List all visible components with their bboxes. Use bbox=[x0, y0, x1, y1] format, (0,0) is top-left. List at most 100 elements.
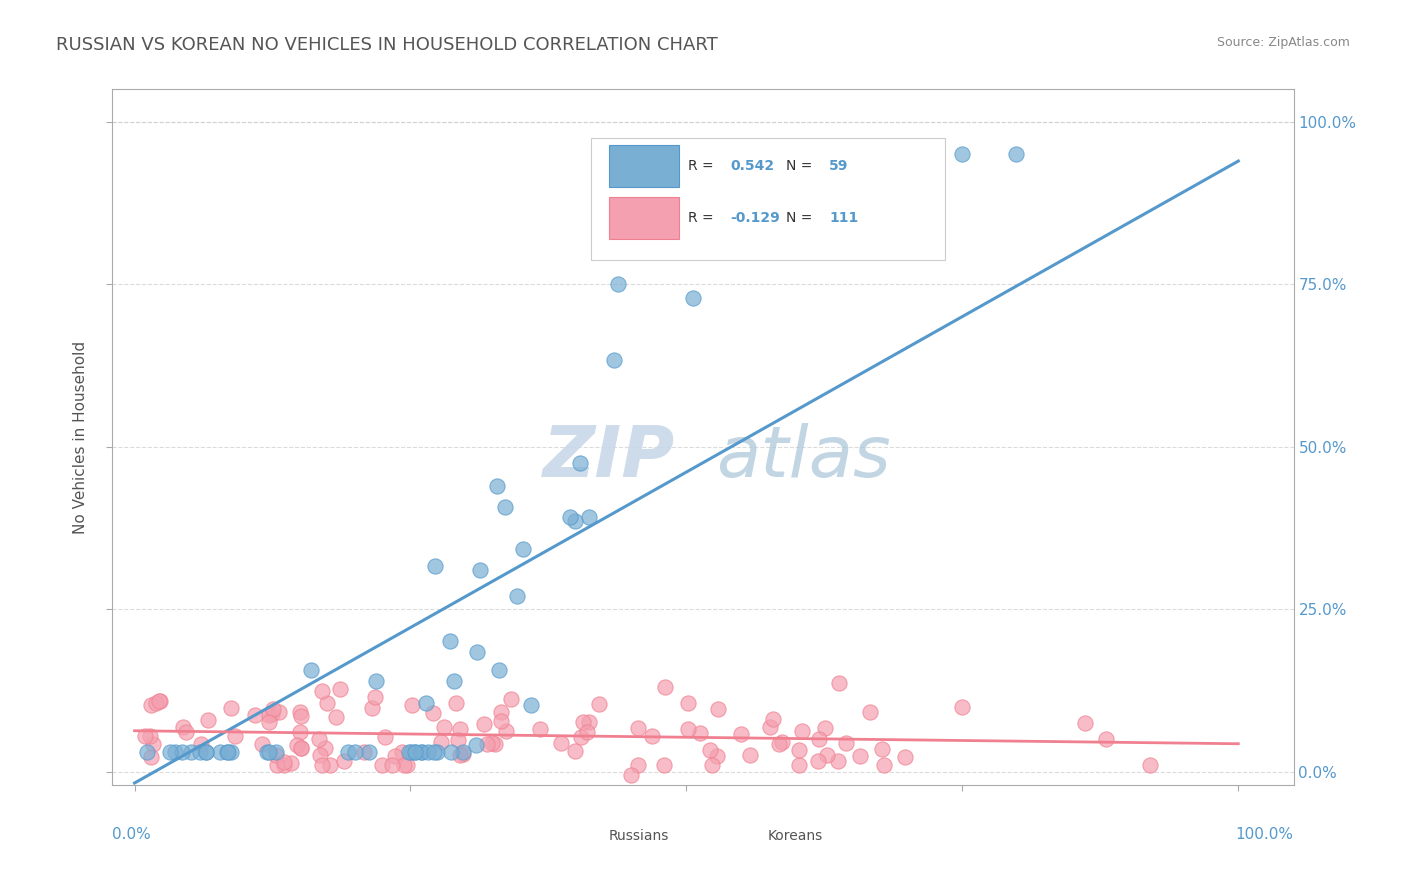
Point bbox=[311, 757, 333, 772]
Point bbox=[142, 737, 165, 751]
Point bbox=[136, 746, 159, 760]
Point bbox=[451, 746, 474, 760]
Point bbox=[299, 663, 322, 677]
Point bbox=[217, 746, 239, 760]
FancyBboxPatch shape bbox=[703, 823, 762, 847]
Text: Source: ZipAtlas.com: Source: ZipAtlas.com bbox=[1216, 36, 1350, 49]
Point bbox=[430, 735, 453, 749]
Point bbox=[758, 720, 780, 734]
Point bbox=[828, 676, 851, 690]
Text: 59: 59 bbox=[830, 159, 849, 173]
Point bbox=[172, 746, 194, 760]
Point bbox=[174, 724, 197, 739]
Text: Koreans: Koreans bbox=[768, 829, 823, 843]
Point bbox=[391, 745, 413, 759]
Point bbox=[308, 732, 330, 747]
Point bbox=[423, 746, 446, 760]
Point bbox=[266, 758, 288, 772]
Point bbox=[578, 715, 600, 730]
Point bbox=[950, 147, 973, 161]
Point bbox=[449, 747, 471, 762]
Point bbox=[290, 741, 312, 756]
Point bbox=[706, 749, 728, 764]
Point bbox=[353, 745, 375, 759]
Point bbox=[411, 746, 433, 760]
Point bbox=[807, 754, 830, 768]
Point bbox=[1095, 732, 1118, 747]
Point bbox=[481, 736, 503, 750]
Text: N =: N = bbox=[786, 159, 817, 173]
Point bbox=[873, 758, 896, 772]
Point bbox=[224, 730, 246, 744]
Point bbox=[245, 708, 267, 723]
Point bbox=[443, 673, 465, 688]
Point bbox=[449, 722, 471, 736]
Point bbox=[264, 746, 287, 760]
Point bbox=[314, 741, 336, 756]
Point bbox=[858, 705, 880, 719]
Point bbox=[148, 694, 170, 708]
Point bbox=[815, 747, 838, 762]
Point bbox=[564, 744, 586, 758]
Point bbox=[519, 698, 541, 712]
Point bbox=[141, 750, 163, 764]
Point bbox=[337, 746, 360, 760]
Point bbox=[361, 700, 384, 714]
Point bbox=[486, 479, 509, 493]
Point bbox=[835, 736, 858, 750]
Point bbox=[465, 738, 488, 752]
Point bbox=[288, 705, 311, 719]
Point bbox=[505, 589, 527, 603]
Point bbox=[418, 746, 440, 760]
Point bbox=[494, 500, 516, 515]
Point bbox=[371, 758, 394, 772]
Point bbox=[257, 708, 280, 723]
Text: N =: N = bbox=[786, 211, 817, 225]
Point bbox=[572, 715, 595, 730]
Point bbox=[359, 746, 381, 760]
Point bbox=[678, 722, 700, 736]
Point bbox=[273, 756, 295, 770]
Point bbox=[512, 541, 534, 556]
Point bbox=[398, 746, 420, 760]
Point bbox=[264, 747, 287, 762]
Point bbox=[325, 710, 347, 724]
Point bbox=[814, 721, 837, 735]
Point bbox=[404, 746, 426, 760]
Point bbox=[682, 291, 704, 305]
Point bbox=[381, 758, 404, 772]
Point bbox=[267, 705, 290, 719]
Point bbox=[489, 705, 512, 719]
Point bbox=[343, 746, 366, 760]
Point bbox=[569, 731, 592, 745]
Point bbox=[259, 746, 281, 760]
Point bbox=[761, 147, 783, 161]
Point bbox=[796, 147, 818, 161]
Point bbox=[807, 732, 830, 747]
Point bbox=[495, 723, 517, 738]
Point bbox=[134, 729, 156, 743]
Point bbox=[399, 746, 422, 760]
Point bbox=[319, 758, 342, 772]
FancyBboxPatch shape bbox=[591, 138, 945, 260]
Point bbox=[165, 746, 187, 760]
Point bbox=[488, 663, 510, 677]
Point bbox=[423, 558, 446, 573]
Point bbox=[384, 748, 406, 763]
Text: RUSSIAN VS KOREAN NO VEHICLES IN HOUSEHOLD CORRELATION CHART: RUSSIAN VS KOREAN NO VEHICLES IN HOUSEHO… bbox=[56, 36, 718, 54]
Point bbox=[273, 758, 295, 772]
Point bbox=[433, 720, 456, 734]
Point bbox=[172, 720, 194, 734]
Text: Russians: Russians bbox=[609, 829, 669, 843]
Point bbox=[676, 696, 699, 710]
Point bbox=[475, 737, 498, 751]
Point bbox=[139, 698, 162, 712]
Point bbox=[578, 510, 600, 524]
Point bbox=[252, 737, 274, 751]
Point bbox=[197, 714, 219, 728]
Point bbox=[606, 277, 628, 291]
Text: atlas: atlas bbox=[716, 424, 890, 492]
Point bbox=[787, 758, 810, 772]
Point bbox=[640, 203, 662, 218]
Point bbox=[564, 514, 586, 528]
